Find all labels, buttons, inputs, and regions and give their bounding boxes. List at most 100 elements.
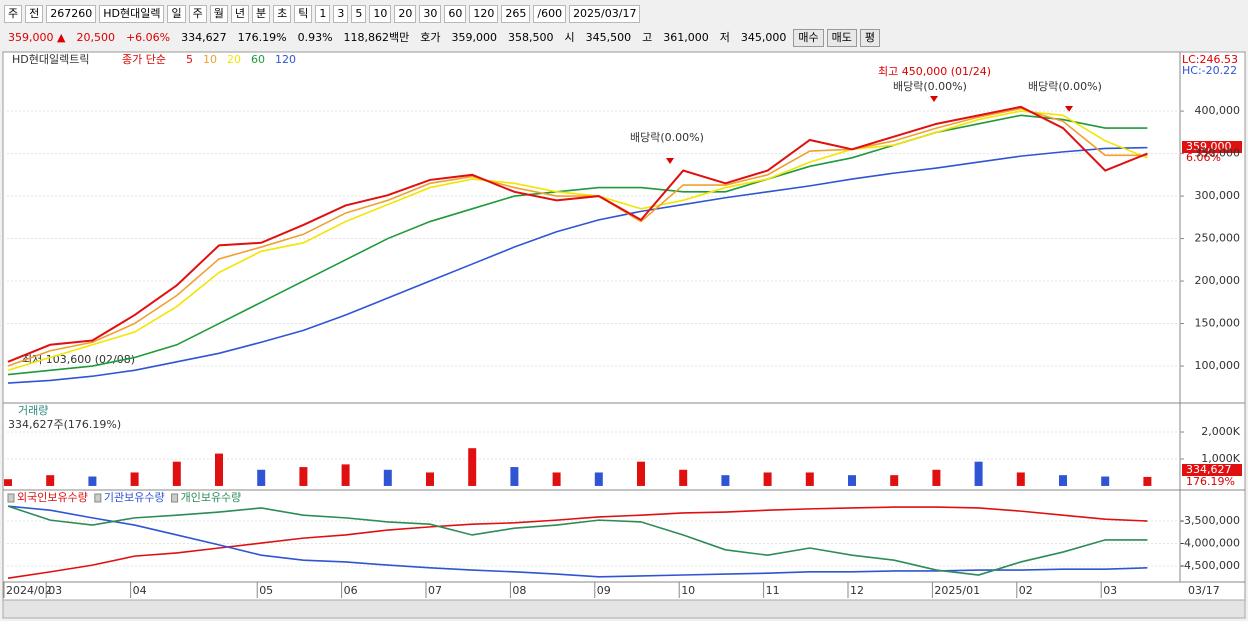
volume-bar bbox=[1143, 476, 1152, 486]
y-tick-label: 350,000 bbox=[1195, 147, 1241, 160]
quote-item: 시 bbox=[564, 31, 575, 44]
series-line bbox=[7, 505, 1148, 578]
quote-item: 359,000 bbox=[451, 31, 498, 44]
toolbar-item[interactable]: 월 bbox=[209, 5, 228, 23]
toolbar-item[interactable]: 267260 bbox=[46, 5, 97, 23]
legend-entry: 5 bbox=[186, 53, 193, 66]
toolbar-item[interactable]: 3 bbox=[333, 5, 349, 23]
chart-frame bbox=[2, 51, 1246, 601]
y-tick-label: -3,500,000 bbox=[1180, 514, 1240, 527]
legend-entry: 20 bbox=[227, 53, 241, 66]
legend-swatch bbox=[171, 493, 179, 503]
right-label: HC:-20.22 bbox=[1182, 64, 1237, 77]
quote-bar: 359,000 ▲ 20,500 +6.06% 334,627 176.19% 0.93%… bbox=[0, 28, 1248, 48]
volume-bar bbox=[848, 475, 856, 486]
volume-bar bbox=[341, 464, 350, 486]
x-tick-label: 09 bbox=[597, 584, 611, 597]
x-tick-label: 06 bbox=[344, 584, 358, 597]
toolbar-item[interactable]: 초 bbox=[273, 5, 292, 23]
volume-bar bbox=[4, 479, 12, 486]
volume-bar bbox=[805, 472, 814, 486]
series-line bbox=[7, 107, 1148, 367]
toolbar-item[interactable]: 265 bbox=[501, 5, 531, 23]
chart-area: HD현대일렉트릭 종가 단순 최고 450,000 (01/24) 배당락(0.… bbox=[2, 51, 1246, 619]
quote-button[interactable]: 매수 bbox=[793, 29, 824, 47]
y-tick-label: 1,000K bbox=[1201, 452, 1240, 465]
legend-prefix: 종가 단순 bbox=[122, 53, 166, 66]
legend-entry: 개인보유수량 bbox=[181, 491, 242, 504]
toolbar-item[interactable]: 틱 bbox=[294, 5, 313, 23]
quote-item: 저 bbox=[719, 31, 730, 44]
toolbar-item[interactable]: 2025/03/17 bbox=[569, 5, 641, 23]
legend-swatch bbox=[7, 493, 15, 503]
y-tick-label: 100,000 bbox=[1195, 359, 1241, 372]
y-tick-label: 250,000 bbox=[1195, 232, 1241, 245]
volume-bar bbox=[594, 472, 603, 486]
legend-swatch bbox=[94, 493, 102, 503]
y-tick-label: -4,500,000 bbox=[1180, 559, 1240, 572]
panel-title: HD현대일렉트릭 bbox=[12, 52, 89, 66]
quote-item: 0.93% bbox=[297, 31, 333, 44]
x-tick-label: 10 bbox=[681, 584, 695, 597]
scrollbar[interactable] bbox=[2, 599, 1246, 619]
volume-bar bbox=[468, 448, 477, 486]
annotation: 최고 450,000 (01/24) bbox=[878, 65, 991, 78]
quote-item: 334,627 bbox=[181, 31, 227, 44]
volume-bar bbox=[172, 461, 181, 486]
y-tick-label: 2,000K bbox=[1201, 425, 1240, 438]
quote-item: 고 bbox=[642, 31, 653, 44]
legend-entry: 외국인보유수량 bbox=[17, 491, 88, 504]
quote-item: 345,500 bbox=[585, 31, 632, 44]
y-tick-label: 200,000 bbox=[1195, 274, 1241, 287]
volume-bar bbox=[552, 472, 561, 486]
volume-bar bbox=[637, 461, 645, 486]
quote-item: 118,862백만 bbox=[343, 31, 410, 44]
toolbar-item[interactable]: 전 bbox=[25, 5, 44, 23]
toolbar-item[interactable]: 20 bbox=[394, 5, 417, 23]
x-tick-label: 03 bbox=[48, 584, 62, 597]
right-label: 359,000 bbox=[1186, 140, 1232, 153]
toolbar-item[interactable]: 10 bbox=[369, 5, 392, 23]
right-label: LC:246.53 bbox=[1182, 53, 1238, 66]
volume-bar bbox=[1059, 475, 1067, 486]
toolbar-item[interactable]: 주 bbox=[188, 5, 207, 23]
series-line bbox=[7, 146, 1148, 384]
toolbar-item[interactable]: 60 bbox=[444, 5, 467, 23]
series-line bbox=[7, 505, 1148, 576]
toolbar-item[interactable]: 분 bbox=[251, 5, 271, 23]
volume-bar bbox=[974, 461, 983, 486]
right-label: 6.06% bbox=[1186, 151, 1221, 164]
x-tick-label: 03 bbox=[1103, 584, 1117, 597]
toolbar-item[interactable]: /600 bbox=[533, 5, 567, 23]
toolbar-item[interactable]: 년 bbox=[230, 5, 249, 23]
panel-title: 거래량 bbox=[18, 404, 48, 417]
series-line bbox=[7, 506, 1148, 579]
volume-bar bbox=[383, 469, 392, 486]
toolbar: 주 전 267260 HD현대일렉 일 주 월 년 분 초 틱 1 3 5 10 20 30 60 120 265/6… bbox=[0, 3, 1248, 25]
volume-bar bbox=[299, 467, 308, 486]
toolbar-item[interactable]: 30 bbox=[419, 5, 442, 23]
volume-bar bbox=[890, 475, 899, 486]
x-end-label: 03/17 bbox=[1188, 584, 1220, 597]
right-label: 176.19% bbox=[1186, 475, 1235, 488]
x-tick-label: 2024/02 bbox=[6, 584, 52, 597]
price-box bbox=[1182, 141, 1242, 153]
series-line bbox=[7, 110, 1148, 372]
toolbar-item[interactable]: 5 bbox=[351, 5, 367, 23]
quote-item: +6.06% bbox=[125, 31, 171, 44]
volume-bar bbox=[763, 472, 772, 486]
quote-button[interactable]: 매도 bbox=[826, 29, 857, 47]
volume-bar bbox=[510, 467, 519, 486]
quote-item: 345,000 bbox=[740, 31, 787, 44]
legend-entry: 120 bbox=[275, 53, 296, 66]
toolbar-item[interactable]: HD현대일렉 bbox=[99, 5, 165, 23]
quote-button[interactable]: 평 bbox=[859, 29, 881, 47]
x-tick-label: 2025/01 bbox=[934, 584, 980, 597]
annotation: 배당락(0.00%) bbox=[1028, 80, 1102, 93]
volume-bar bbox=[721, 475, 730, 486]
toolbar-item[interactable]: 1 bbox=[315, 5, 331, 23]
series-line bbox=[7, 105, 1148, 363]
toolbar-item[interactable]: 120 bbox=[469, 5, 499, 23]
toolbar-item[interactable]: 주 bbox=[4, 5, 23, 23]
toolbar-item[interactable]: 일 bbox=[167, 5, 186, 23]
